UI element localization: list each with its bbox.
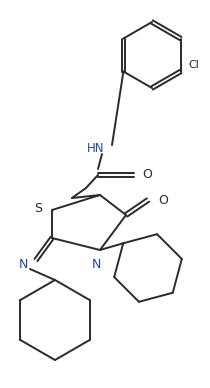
Text: HN: HN — [87, 142, 104, 154]
Text: N: N — [19, 258, 28, 272]
Text: S: S — [34, 201, 42, 215]
Text: Cl: Cl — [188, 60, 199, 70]
Text: O: O — [158, 194, 168, 206]
Text: O: O — [142, 168, 152, 182]
Text: N: N — [91, 258, 101, 271]
